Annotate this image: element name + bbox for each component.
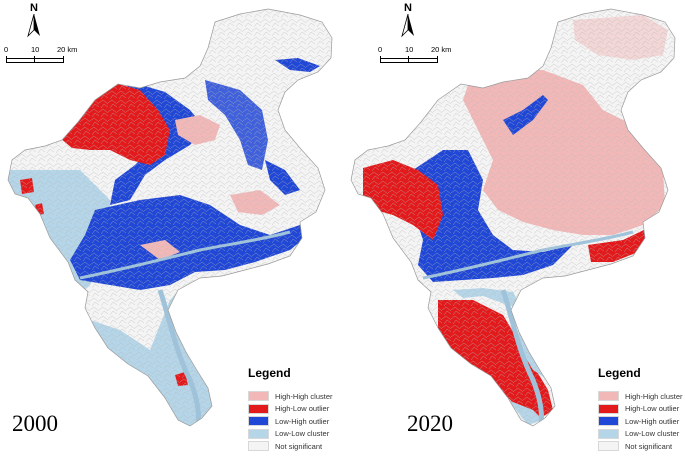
legend-swatch: [248, 416, 269, 427]
legend-swatch: [598, 428, 619, 439]
north-arrow-icon: [401, 14, 414, 38]
legend-label: High-Low outlier: [625, 404, 680, 414]
legend-title: Legend: [248, 366, 291, 380]
legend-label: High-Low outlier: [275, 404, 330, 414]
north-arrow-icon: [27, 14, 40, 38]
legend-label: Low-Low cluster: [275, 429, 330, 439]
legend-swatch: [598, 441, 619, 452]
scale-tick-10: 10: [31, 45, 40, 54]
legend-swatch: [598, 416, 619, 427]
legend-swatch: [248, 391, 269, 402]
legend-item: High-Low outlier: [598, 403, 685, 416]
map-panel-2020: N 0 10 20 km Legend High-High cluster Hi…: [343, 0, 685, 458]
scale-tick-0: 0: [4, 45, 9, 54]
legend-label: High-High cluster: [625, 391, 683, 401]
north-arrow: N: [400, 2, 416, 38]
scale-tick-0: 0: [378, 45, 383, 54]
legend-2020: Legend High-High cluster High-Low outlie…: [598, 366, 685, 453]
scale-tick-20: 20 km: [57, 45, 78, 54]
scale-tick-20: 20 km: [431, 45, 452, 54]
legend-item: Low-Low cluster: [598, 428, 685, 441]
legend-item: Low-Low cluster: [248, 428, 368, 441]
legend-swatch: [248, 403, 269, 414]
legend-item: Low-High outlier: [248, 415, 368, 428]
legend-item: High-High cluster: [598, 390, 685, 403]
legend-label: Low-High outlier: [625, 416, 680, 426]
legend-2000: Legend High-High cluster High-Low outlie…: [248, 366, 368, 453]
legend-item: Low-High outlier: [598, 415, 685, 428]
north-label: N: [404, 2, 412, 14]
north-arrow: N: [26, 2, 42, 38]
legend-label: High-High cluster: [275, 391, 333, 401]
cluster-map-2020: [350, 8, 676, 427]
scale-bar: 0 10 20 km: [2, 45, 77, 67]
legend-item: Not significant: [248, 440, 368, 453]
legend-item: High-High cluster: [248, 390, 368, 403]
map-panel-2000: N 0 10 20 km Legend High-High cluster Hi…: [0, 0, 342, 458]
legend-swatch: [248, 428, 269, 439]
legend-swatch: [598, 391, 619, 402]
legend-label: Not significant: [275, 441, 323, 451]
legend-item: Not significant: [598, 440, 685, 453]
legend-swatch: [248, 441, 269, 452]
legend-swatch: [598, 403, 619, 414]
scale-tick-10: 10: [405, 45, 414, 54]
year-label: 2000: [12, 411, 58, 436]
legend-label: Low-High outlier: [275, 416, 330, 426]
legend-label: Not significant: [625, 441, 673, 451]
year-label: 2020: [407, 411, 453, 436]
legend-item: High-Low outlier: [248, 403, 368, 416]
north-label: N: [30, 2, 38, 14]
legend-label: Low-Low cluster: [625, 429, 680, 439]
cluster-map-2000: [7, 8, 333, 427]
scale-bar: 0 10 20 km: [376, 45, 451, 67]
legend-title: Legend: [598, 366, 641, 380]
